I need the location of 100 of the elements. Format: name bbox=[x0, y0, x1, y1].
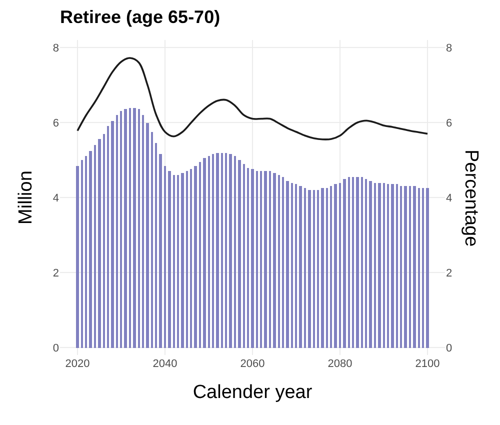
bar bbox=[129, 108, 131, 348]
bar bbox=[151, 132, 153, 348]
bar bbox=[243, 164, 245, 348]
bar bbox=[391, 184, 394, 348]
bar bbox=[426, 188, 429, 348]
bar bbox=[352, 177, 354, 348]
bar bbox=[304, 188, 306, 348]
line-series bbox=[76, 57, 428, 140]
y-tick-label: 2 bbox=[52, 267, 59, 280]
bar bbox=[330, 186, 332, 348]
bar bbox=[85, 156, 87, 348]
bar bbox=[251, 169, 254, 348]
y2-tick-label: 6 bbox=[446, 117, 452, 130]
bar bbox=[203, 158, 206, 348]
bar bbox=[256, 171, 258, 348]
bar bbox=[321, 188, 324, 348]
bar bbox=[177, 175, 179, 348]
bar bbox=[229, 154, 232, 348]
bar bbox=[400, 186, 402, 348]
bar bbox=[216, 153, 219, 348]
x-axis-title: Calender year bbox=[192, 382, 313, 403]
y2-tick-label: 4 bbox=[446, 192, 452, 204]
bar bbox=[247, 168, 249, 348]
bar bbox=[278, 175, 280, 348]
bar bbox=[361, 177, 363, 348]
bar bbox=[103, 134, 105, 348]
bar bbox=[317, 190, 319, 348]
bar bbox=[422, 188, 424, 348]
bar bbox=[369, 181, 372, 348]
bar bbox=[221, 153, 223, 348]
bar bbox=[116, 115, 118, 348]
bar bbox=[194, 166, 197, 348]
bar bbox=[387, 184, 389, 348]
bar bbox=[76, 166, 79, 348]
bar bbox=[286, 181, 289, 348]
y2-axis-title: Percentage bbox=[460, 150, 482, 247]
bar bbox=[181, 173, 184, 348]
y2-tick-label: 2 bbox=[446, 267, 452, 280]
bar bbox=[413, 186, 416, 348]
y-axis-title: Million bbox=[16, 170, 37, 224]
bar bbox=[264, 171, 267, 348]
bar bbox=[212, 154, 214, 348]
bar bbox=[186, 171, 188, 348]
x-tick-label: 2100 bbox=[415, 358, 440, 370]
bar bbox=[260, 171, 262, 348]
bar bbox=[111, 121, 114, 348]
bar bbox=[98, 139, 101, 348]
bar bbox=[339, 183, 341, 348]
bar bbox=[238, 160, 241, 348]
bar bbox=[120, 111, 122, 348]
bar bbox=[326, 188, 328, 348]
bar bbox=[291, 183, 293, 348]
bar bbox=[378, 183, 381, 348]
bar bbox=[374, 183, 376, 348]
chart-title: Retiree (age 65-70) bbox=[60, 7, 220, 28]
y2-tick-label: 8 bbox=[446, 42, 452, 54]
bar bbox=[396, 184, 398, 348]
bar bbox=[295, 184, 297, 348]
y-tick-label: 0 bbox=[52, 342, 59, 354]
bar bbox=[89, 151, 92, 348]
bar bbox=[81, 160, 83, 348]
bar bbox=[313, 190, 315, 348]
bar bbox=[208, 156, 210, 348]
y-tick-label: 8 bbox=[52, 42, 59, 54]
bar bbox=[365, 179, 367, 348]
bar bbox=[199, 162, 201, 348]
bar bbox=[190, 169, 192, 348]
bar bbox=[409, 186, 411, 348]
bar bbox=[273, 173, 276, 348]
x-tick-label: 2020 bbox=[65, 358, 90, 370]
bar bbox=[142, 115, 144, 348]
bar bbox=[404, 186, 407, 348]
y2-tick-label: 0 bbox=[446, 342, 452, 354]
bar bbox=[418, 188, 420, 348]
bar bbox=[225, 153, 227, 348]
bar bbox=[124, 109, 127, 348]
y-tick-label: 4 bbox=[52, 192, 59, 204]
bar bbox=[269, 171, 271, 348]
bar bbox=[299, 186, 302, 348]
x-tick-label: 2040 bbox=[152, 358, 178, 370]
bar bbox=[164, 166, 166, 348]
bar bbox=[234, 156, 236, 348]
bar bbox=[107, 126, 109, 348]
y-tick-label: 6 bbox=[52, 117, 59, 130]
bar bbox=[133, 108, 136, 348]
bar bbox=[334, 184, 337, 348]
bar bbox=[155, 143, 157, 348]
bar bbox=[308, 190, 311, 348]
bar bbox=[343, 179, 346, 348]
bar bbox=[146, 123, 149, 348]
bar bbox=[348, 177, 350, 348]
x-tick-label: 2080 bbox=[328, 358, 352, 370]
bar bbox=[173, 175, 175, 348]
bar bbox=[356, 177, 359, 348]
bar bbox=[94, 145, 96, 348]
x-tick-label: 2060 bbox=[240, 358, 265, 370]
bar bbox=[168, 171, 171, 348]
bar bbox=[138, 109, 140, 348]
bar bbox=[159, 154, 162, 348]
bar bbox=[383, 183, 385, 348]
